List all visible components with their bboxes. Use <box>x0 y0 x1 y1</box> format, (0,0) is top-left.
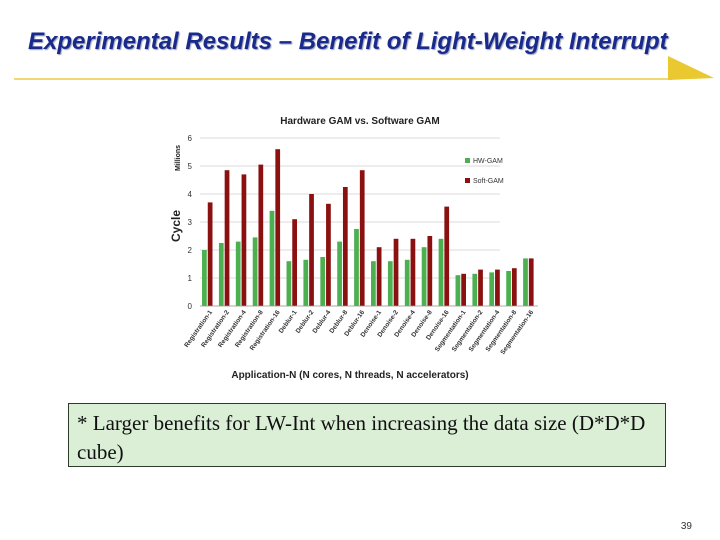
bar-hw-gam-deblur-4 <box>320 257 326 306</box>
legend-swatch-hw-gam <box>465 158 470 163</box>
bar-chart: Hardware GAM vs. Software GAM 0 1 2 3 4 5 6 Cycl… <box>169 116 538 381</box>
y-tick-label: 4 <box>188 190 193 199</box>
legend-label-hw-gam: HW-GAM <box>473 158 503 165</box>
bar-soft-gam-denoise-1 <box>376 247 382 306</box>
bar-soft-gam-segmentation-4 <box>495 269 500 306</box>
bar-soft-gam-registration-2 <box>224 170 230 306</box>
bar-hw-gam-segmentation-16 <box>523 258 528 306</box>
bar-hw-gam-segmentation-1 <box>455 275 461 306</box>
title-accent-line <box>14 56 714 80</box>
bar-hw-gam-denoise-1 <box>371 261 376 306</box>
bar-soft-gam-denoise-2 <box>393 238 399 306</box>
page-number: 39 <box>680 521 692 532</box>
bar-hw-gam-deblur-2 <box>303 259 309 306</box>
bar-soft-gam-deblur-2 <box>309 194 314 306</box>
y-tick-label: 6 <box>188 134 193 143</box>
bar-hw-gam-registration-2 <box>218 243 224 306</box>
bar-hw-gam-denoise-16 <box>438 238 444 306</box>
legend-label-soft-gam: Soft-GAM <box>473 178 504 185</box>
bar-soft-gam-deblur-1 <box>292 219 297 306</box>
bar-hw-gam-segmentation-4 <box>489 272 495 306</box>
y-tick-label: 3 <box>188 218 193 227</box>
bar-soft-gam-registration-1 <box>207 202 213 306</box>
x-axis-label: Application-N (N cores, N threads, N acc… <box>231 370 468 381</box>
bar-soft-gam-deblur-8 <box>342 187 348 306</box>
bar-hw-gam-deblur-1 <box>286 261 292 306</box>
x-tick-label: Segmentation-16 <box>499 309 535 356</box>
bar-hw-gam-registration-8 <box>252 237 258 306</box>
legend-swatch-soft-gam <box>465 178 470 183</box>
bar-hw-gam-registration-4 <box>235 241 241 306</box>
bar-hw-gam-denoise-2 <box>387 261 393 306</box>
bar-soft-gam-segmentation-16 <box>528 258 534 306</box>
bar-soft-gam-registration-8 <box>258 164 264 306</box>
y-tick-label: 1 <box>188 274 193 283</box>
bar-soft-gam-registration-4 <box>241 174 247 306</box>
y-tick-label: 5 <box>188 162 193 171</box>
y-axis-label: Cycle <box>169 210 183 242</box>
bar-hw-gam-deblur-8 <box>337 241 342 306</box>
bar-soft-gam-denoise-4 <box>410 238 416 306</box>
bar-soft-gam-registration-16 <box>275 149 281 306</box>
bar-soft-gam-segmentation-2 <box>478 269 483 306</box>
bar-hw-gam-denoise-4 <box>404 259 410 306</box>
bar-hw-gam-denoise-8 <box>421 247 427 306</box>
bar-soft-gam-denoise-8 <box>427 236 433 306</box>
y-tick-label: 2 <box>188 246 193 255</box>
bar-hw-gam-registration-16 <box>269 210 275 306</box>
callout-box: * Larger benefits for LW-Int when increa… <box>68 403 666 467</box>
y-tick-label: 0 <box>188 302 193 311</box>
bar-hw-gam-registration-1 <box>202 250 207 306</box>
bar-soft-gam-deblur-4 <box>326 203 331 306</box>
bar-soft-gam-denoise-16 <box>444 206 450 306</box>
bar-soft-gam-segmentation-8 <box>511 268 517 306</box>
bar-soft-gam-deblur-16 <box>359 170 365 306</box>
bar-hw-gam-deblur-16 <box>354 229 359 306</box>
bar-hw-gam-segmentation-2 <box>472 273 478 306</box>
slide-title: Experimental Results – Benefit of Light-… <box>28 28 668 55</box>
bar-hw-gam-segmentation-8 <box>506 271 511 306</box>
y-axis-unit: Millions <box>175 145 182 171</box>
chart-container: Hardware GAM vs. Software GAM 0 1 2 3 4 5 6 Cycl… <box>160 108 560 388</box>
chart-title: Hardware GAM vs. Software GAM <box>280 116 439 127</box>
bar-soft-gam-segmentation-1 <box>461 273 466 306</box>
